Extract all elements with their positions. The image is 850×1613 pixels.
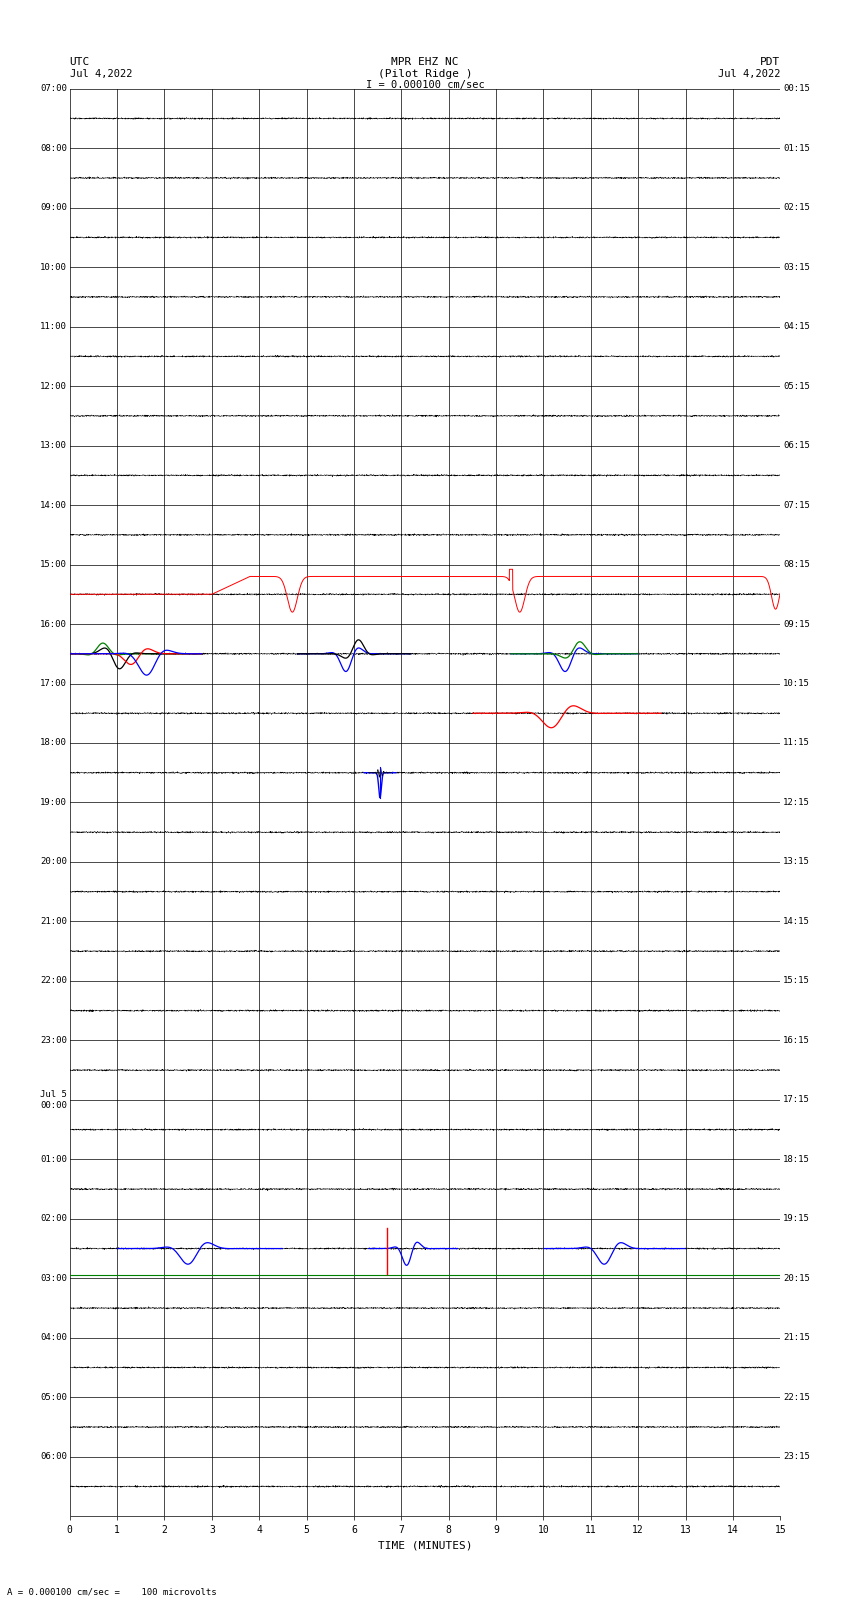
Text: Jul 4,2022: Jul 4,2022 [717,69,780,79]
Text: Jul 4,2022: Jul 4,2022 [70,69,133,79]
Text: A = 0.000100 cm/sec =    100 microvolts: A = 0.000100 cm/sec = 100 microvolts [7,1587,217,1597]
Text: (Pilot Ridge ): (Pilot Ridge ) [377,69,473,79]
Text: UTC: UTC [70,56,90,66]
Text: I = 0.000100 cm/sec: I = 0.000100 cm/sec [366,81,484,90]
Text: PDT: PDT [760,56,780,66]
X-axis label: TIME (MINUTES): TIME (MINUTES) [377,1540,473,1550]
Text: MPR EHZ NC: MPR EHZ NC [391,56,459,66]
